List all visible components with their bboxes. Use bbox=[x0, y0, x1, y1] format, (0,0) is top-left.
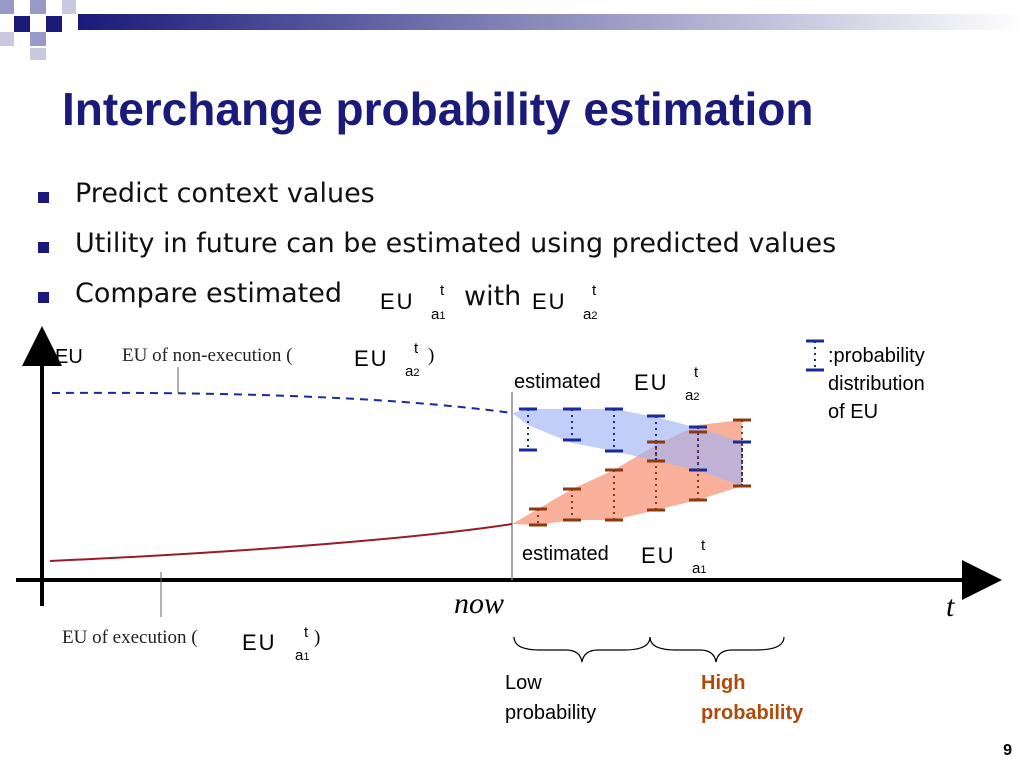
formula-sup: t bbox=[304, 624, 309, 641]
distribution-bar bbox=[563, 487, 581, 522]
formula-sub: a1 bbox=[692, 560, 707, 577]
deco-square bbox=[46, 16, 62, 32]
low-line: Low bbox=[505, 672, 542, 694]
formula-sub: a2 bbox=[685, 387, 700, 404]
deco-square bbox=[30, 48, 46, 60]
legend-line: of EU bbox=[828, 401, 879, 423]
formula-eu-a2: EU t a2 bbox=[354, 340, 419, 380]
legend-text: :probability distribution of EU bbox=[828, 342, 925, 426]
formula-eu-a2: EU t a2 bbox=[634, 364, 699, 404]
formula-sub: a1 bbox=[431, 306, 446, 323]
formula-eu-a1: EU t a1 bbox=[380, 282, 445, 323]
distribution-bar bbox=[733, 418, 751, 488]
formula-main: EU bbox=[380, 289, 415, 314]
bullet-square-icon bbox=[38, 242, 49, 253]
formula-sup: t bbox=[414, 340, 419, 357]
low-probability-brace bbox=[513, 636, 651, 663]
page-title: Interchange probability estimation bbox=[62, 83, 814, 135]
formula-eu-a1: EU t a1 bbox=[641, 537, 706, 577]
legend-line: distribution bbox=[828, 373, 925, 395]
high-line: High bbox=[701, 672, 746, 694]
high-line: probability bbox=[701, 702, 804, 724]
formula-sup: t bbox=[701, 537, 706, 554]
formula-main: EU bbox=[242, 630, 277, 655]
deco-square bbox=[0, 0, 14, 14]
paren-close: ) bbox=[314, 627, 321, 648]
high-probability-brace bbox=[649, 636, 785, 663]
non-execution-curve bbox=[51, 391, 513, 414]
top-gradient-bar bbox=[78, 14, 1024, 30]
deco-square bbox=[30, 0, 46, 14]
distribution-bar bbox=[529, 507, 547, 527]
estimated-label-exec: estimated bbox=[522, 543, 609, 565]
formula-sub: a2 bbox=[583, 306, 598, 323]
distribution-bar bbox=[519, 407, 537, 452]
x-axis-label: t bbox=[946, 590, 955, 623]
high-probability-label: High probability bbox=[701, 668, 803, 728]
execution-label: EU of execution ( bbox=[62, 627, 198, 648]
slide-decoration bbox=[0, 0, 1024, 60]
formula-main: EU bbox=[634, 370, 669, 395]
bullet-text: Utility in future can be estimated using… bbox=[75, 228, 837, 259]
distribution-bar bbox=[563, 407, 581, 442]
formula-sup: t bbox=[592, 282, 597, 299]
deco-square bbox=[14, 16, 30, 32]
bullet-text: Predict context values bbox=[75, 178, 375, 209]
formula-sub: a1 bbox=[295, 647, 310, 664]
now-label: now bbox=[454, 587, 505, 620]
deco-square bbox=[30, 32, 46, 46]
formula-main: EU bbox=[641, 543, 676, 568]
page-number: 9 bbox=[1003, 742, 1012, 759]
y-axis-label: EU bbox=[55, 346, 83, 368]
formula-eu-a1: EU t a1 bbox=[242, 624, 309, 664]
execution-curve bbox=[49, 523, 513, 562]
execution-distributions bbox=[529, 418, 751, 527]
deco-square bbox=[62, 0, 76, 14]
paren-close: ) bbox=[428, 345, 435, 366]
low-line: probability bbox=[505, 702, 597, 724]
distribution-bar bbox=[647, 440, 665, 512]
non-execution-band bbox=[512, 409, 742, 486]
estimated-label-non-exec: estimated bbox=[514, 371, 601, 393]
legend-line: :probability bbox=[828, 345, 925, 367]
low-probability-label: Low probability bbox=[505, 668, 596, 728]
legend-distribution-icon bbox=[806, 339, 824, 372]
deco-square bbox=[0, 32, 14, 46]
formula-main: EU bbox=[354, 346, 389, 371]
distribution-bar bbox=[689, 430, 707, 502]
bullet-square-icon bbox=[38, 292, 49, 303]
formula-main: EU bbox=[532, 289, 567, 314]
formula-sub: a2 bbox=[405, 363, 420, 380]
non-execution-label: EU of non-execution ( bbox=[122, 345, 293, 366]
bullet-with-text: with bbox=[464, 281, 522, 312]
distribution-bar bbox=[605, 407, 623, 453]
bullet-text: Compare estimated bbox=[75, 278, 343, 309]
formula-sup: t bbox=[694, 364, 699, 381]
formula-sup: t bbox=[440, 282, 445, 299]
distribution-bar bbox=[605, 468, 623, 522]
formula-eu-a2: EU t a2 bbox=[532, 282, 597, 323]
bullet-square-icon bbox=[38, 192, 49, 203]
